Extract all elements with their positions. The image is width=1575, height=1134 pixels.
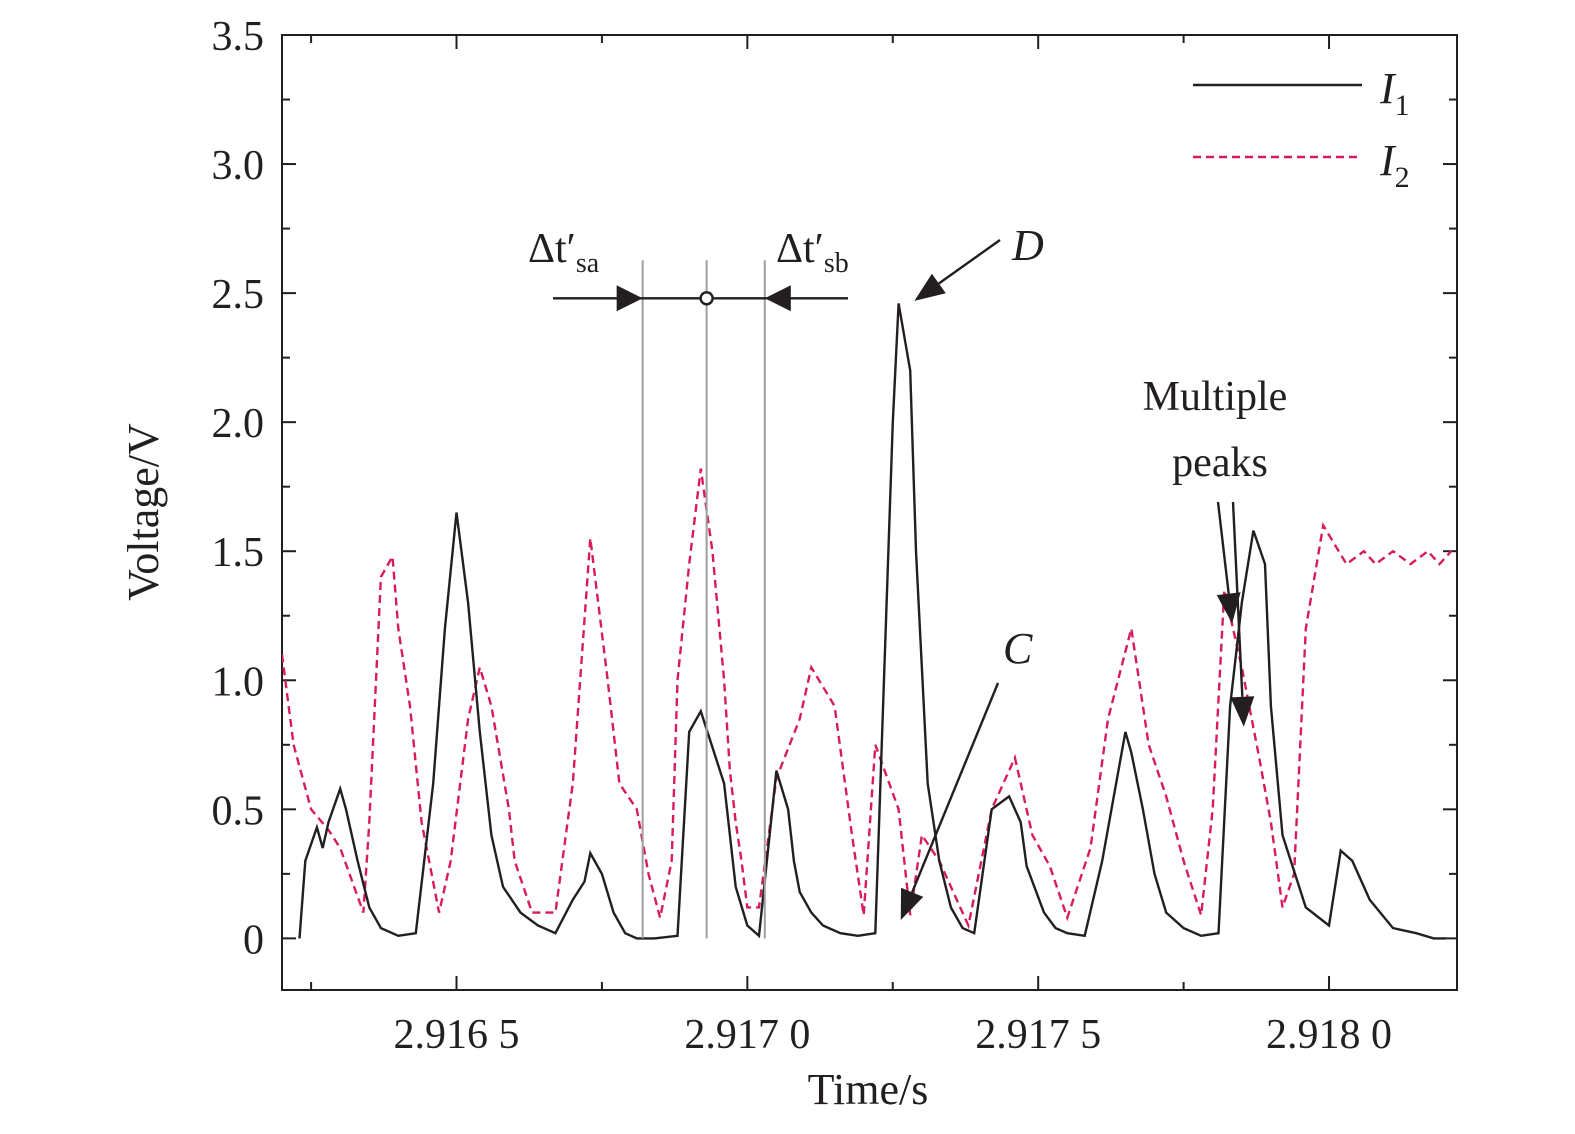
dt-left-arrowhead (616, 285, 643, 312)
multiple-peaks-arrowhead-2 (1230, 696, 1255, 727)
multiple-peaks-arrow-2-line (1231, 501, 1244, 697)
axis-ticks (282, 34, 1457, 990)
annotation-d-arrowhead (914, 273, 946, 301)
plot-frame (281, 34, 1458, 991)
legend-label-i1: I1 (1379, 64, 1410, 122)
dt-bracket (553, 285, 848, 312)
annotation-d-arrow-line (938, 239, 1001, 285)
y-tick-label: 1.0 (212, 659, 265, 705)
annotation-multiple-peaks-line2: peaks (1172, 440, 1268, 486)
y-tick-label: 1.5 (212, 530, 265, 576)
x-tick-label: 2.917 5 (975, 1012, 1101, 1058)
dt-right-arrowhead (764, 285, 791, 312)
x-tick-label: 2.918 0 (1266, 1012, 1392, 1058)
y-tick-label: 2.5 (212, 272, 265, 318)
series-line-i2 (282, 468, 1453, 930)
y-axis-title: Voltage/V (119, 423, 168, 601)
dt-sb-label: Δt′sb (776, 226, 849, 279)
legend-label-i2: I2 (1379, 136, 1410, 194)
y-tick-label: 0.5 (212, 788, 265, 834)
annotation-d-label: D (1011, 221, 1044, 270)
dt-sa-label: Δt′sa (528, 226, 600, 279)
legend: I1 I2 (1193, 64, 1410, 194)
y-tick-label: 3.0 (212, 143, 265, 189)
annotation-multiple-peaks-line1: Multiple (1143, 374, 1288, 420)
multiple-peaks-arrow-1-line (1216, 501, 1230, 594)
y-tick-label: 3.5 (212, 14, 265, 60)
annotation-c-arrowhead (900, 887, 924, 921)
x-axis-title: Time/s (808, 1065, 929, 1114)
time-difference-markers (641, 260, 766, 939)
multiple-peaks-arrowhead-1 (1216, 592, 1241, 624)
x-tick-label: 2.916 5 (394, 1012, 520, 1058)
dt-midpoint-circle (699, 291, 714, 306)
y-tick-label: 0 (243, 917, 264, 963)
y-tick-label: 2.0 (212, 401, 265, 447)
series-line-i1 (298, 303, 1446, 940)
axis-tick-labels: 0 0.5 1.0 1.5 2.0 2.5 3.0 3.5 2.916 5 2.917 0 2.91… (212, 14, 1393, 1058)
annotation-c-label: C (1003, 624, 1033, 673)
x-tick-label: 2.917 0 (684, 1012, 810, 1058)
annotation-c-arrow-line (911, 682, 1000, 893)
